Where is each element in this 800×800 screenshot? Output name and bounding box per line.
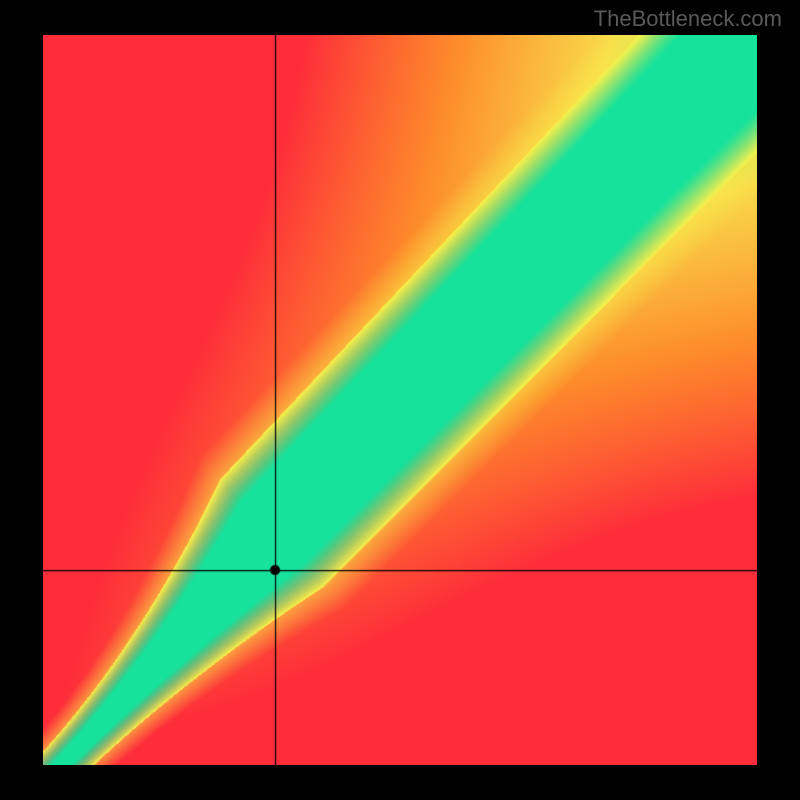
watermark-text: TheBottleneck.com [594,6,782,32]
bottleneck-heatmap [43,35,757,765]
